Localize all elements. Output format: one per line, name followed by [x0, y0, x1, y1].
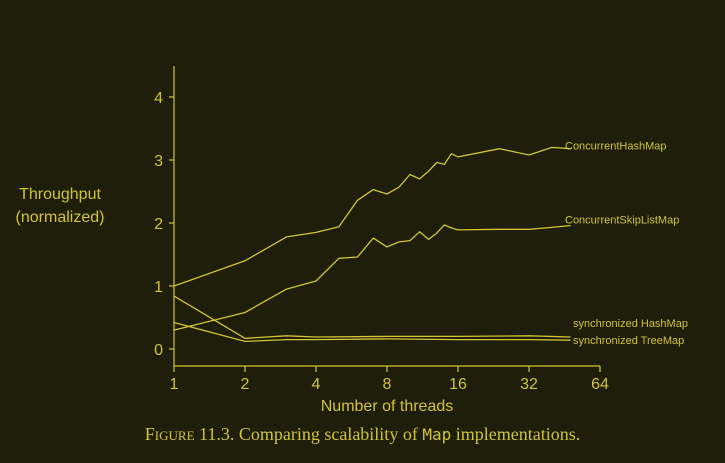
x-tick-label: 2	[241, 376, 250, 393]
series-label-3: synchronized TreeMap	[573, 335, 684, 347]
caption-text-before: Comparing scalability of	[238, 424, 418, 444]
figure-caption: Figure 11.3. Comparing scalability of Ma…	[0, 424, 725, 445]
caption-text-after: implementations.	[455, 424, 581, 444]
x-tick-label: 32	[520, 376, 538, 393]
caption-code: Map	[422, 425, 452, 444]
y-tick-label: 3	[154, 153, 163, 170]
x-tick-label: 16	[449, 376, 467, 393]
series-line-3	[173, 321, 571, 343]
series-line-1	[173, 224, 571, 331]
figure-number: Figure 11.3.	[144, 424, 235, 444]
x-tick-label: 4	[312, 376, 321, 393]
series-label-1: ConcurrentSkipListMap	[565, 215, 679, 227]
x-axis-label: Number of threads	[321, 398, 454, 415]
y-tick-label: 2	[154, 216, 163, 233]
x-tick-label: 8	[383, 376, 392, 393]
y-axis-label: Throughput (normalized)	[0, 183, 120, 229]
x-tick-label: 1	[170, 376, 179, 393]
chart-series-labels: ConcurrentHashMap ConcurrentSkipListMap sy…	[565, 141, 688, 348]
y-tick-label: 0	[154, 342, 163, 359]
series-label-0: ConcurrentHashMap	[565, 141, 667, 153]
y-tick-label: 1	[154, 279, 163, 296]
series-line-0	[173, 146, 571, 287]
series-line-2	[173, 295, 571, 339]
y-tick-label: 4	[154, 90, 163, 107]
x-tick-label: 64	[591, 376, 609, 393]
chart-series	[173, 146, 571, 343]
series-label-2: synchronized HashMap	[573, 318, 688, 330]
y-axis-label-line1: Throughput	[19, 186, 101, 203]
y-axis-label-line2: (normalized)	[15, 209, 105, 226]
